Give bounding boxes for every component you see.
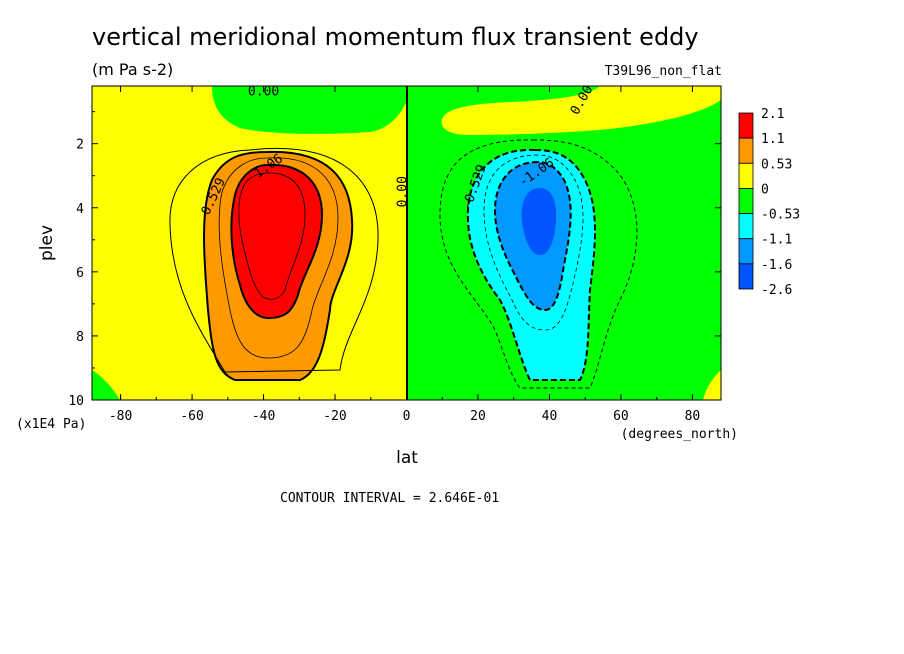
y-tick-label: 8 xyxy=(76,330,84,345)
y-tick-label: 10 xyxy=(68,394,84,409)
chart-units: (m Pa s-2) xyxy=(92,60,173,79)
chart-title: vertical meridional momentum flux transi… xyxy=(92,23,699,51)
colorbar-label: -2.6 xyxy=(761,283,792,298)
region-upper-green xyxy=(212,86,407,134)
colorbar-label: -0.53 xyxy=(761,208,800,223)
x-tick-label: 60 xyxy=(613,409,629,424)
colorbar-swatch xyxy=(738,112,754,139)
y-axis-ticks: 2 4 6 8 10 xyxy=(68,111,721,409)
colorbar-swatch xyxy=(738,188,754,214)
x-axis-ticks: -80 -60 -40 -20 0 20 40 60 80 xyxy=(109,86,700,424)
colorbar-swatch xyxy=(738,162,754,189)
y-axis-units: (x1E4 Pa) xyxy=(16,417,86,432)
colorbar: 2.1 1.1 0.53 0 -0.53 -1.1 -1.6 -2.6 xyxy=(738,107,800,298)
x-tick-label: 20 xyxy=(470,409,486,424)
colorbar-swatch xyxy=(738,137,754,164)
dataset-label: T39L96_non_flat xyxy=(605,64,722,79)
x-tick-label: -60 xyxy=(180,409,203,424)
x-axis-label: lat xyxy=(396,448,418,468)
contour-line-m0-8 xyxy=(483,154,584,331)
colorbar-label: 1.1 xyxy=(761,132,784,147)
x-tick-label: -80 xyxy=(109,409,132,424)
contour-interval-text: CONTOUR INTERVAL = 2.646E-01 xyxy=(280,491,499,506)
colorbar-label: 0.53 xyxy=(761,157,792,172)
contour-line-1-06 xyxy=(230,163,324,320)
y-tick-label: 2 xyxy=(76,138,84,153)
colorbar-label: 2.1 xyxy=(761,107,784,122)
region-sh-red xyxy=(231,164,322,318)
contour-line-0-53 xyxy=(203,150,354,381)
colorbar-label: -1.1 xyxy=(761,233,792,248)
contour-label: 0.00 xyxy=(248,85,279,100)
region-corner-se xyxy=(703,370,721,400)
x-tick-label: -40 xyxy=(252,409,275,424)
x-tick-label: -20 xyxy=(323,409,346,424)
contour-line-m0-53 xyxy=(466,148,596,381)
x-tick-label: 80 xyxy=(685,409,701,424)
y-tick-label: 4 xyxy=(76,202,84,217)
colorbar-label: 0 xyxy=(761,182,769,197)
contour-label: 0.00 xyxy=(396,176,411,207)
x-axis-units: (degrees_north) xyxy=(621,427,738,442)
region-nh-dark-blue xyxy=(521,188,557,255)
contour-field xyxy=(92,86,721,400)
y-axis-label: plev xyxy=(37,225,57,261)
contour-line-1-3 xyxy=(238,172,306,300)
x-tick-label: 40 xyxy=(542,409,558,424)
colorbar-label: -1.6 xyxy=(761,258,792,273)
colorbar-swatch xyxy=(738,238,754,265)
contour-line-m1-06 xyxy=(493,160,572,312)
colorbar-swatch xyxy=(738,263,754,290)
region-corner-sw xyxy=(92,370,120,400)
colorbar-swatch xyxy=(738,213,754,240)
region-upper-yellow xyxy=(441,86,721,135)
contour-line-0-26 xyxy=(169,148,379,373)
x-tick-label: 0 xyxy=(403,409,411,424)
y-tick-label: 6 xyxy=(76,266,84,281)
contour-line-0-8 xyxy=(218,157,339,359)
